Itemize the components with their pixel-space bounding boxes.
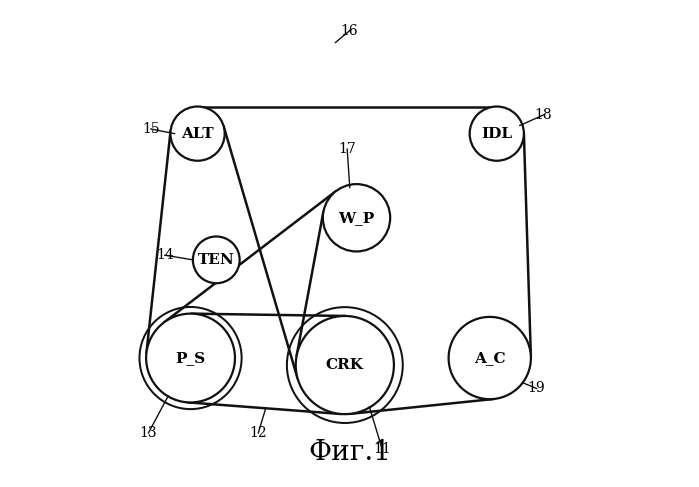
Text: IDL: IDL (481, 127, 512, 141)
Circle shape (296, 316, 394, 414)
Circle shape (171, 107, 224, 161)
Circle shape (193, 237, 240, 283)
Text: 12: 12 (250, 426, 267, 440)
Circle shape (146, 314, 235, 402)
Text: 17: 17 (338, 142, 356, 156)
Text: ALT: ALT (181, 127, 214, 141)
Text: 15: 15 (142, 122, 159, 136)
Text: CRK: CRK (326, 358, 363, 372)
Text: A_C: A_C (474, 351, 505, 365)
Text: 14: 14 (156, 248, 174, 262)
Text: 13: 13 (140, 426, 157, 440)
Text: TEN: TEN (198, 253, 235, 267)
Circle shape (449, 317, 531, 399)
Text: 11: 11 (373, 442, 391, 456)
Text: 18: 18 (535, 108, 552, 122)
Text: P_S: P_S (175, 351, 206, 365)
Text: 16: 16 (340, 24, 359, 38)
Text: Фиг.1: Фиг.1 (308, 439, 391, 466)
Text: 19: 19 (528, 381, 545, 395)
Circle shape (470, 107, 524, 161)
Text: W_P: W_P (338, 211, 375, 225)
Circle shape (323, 184, 390, 251)
